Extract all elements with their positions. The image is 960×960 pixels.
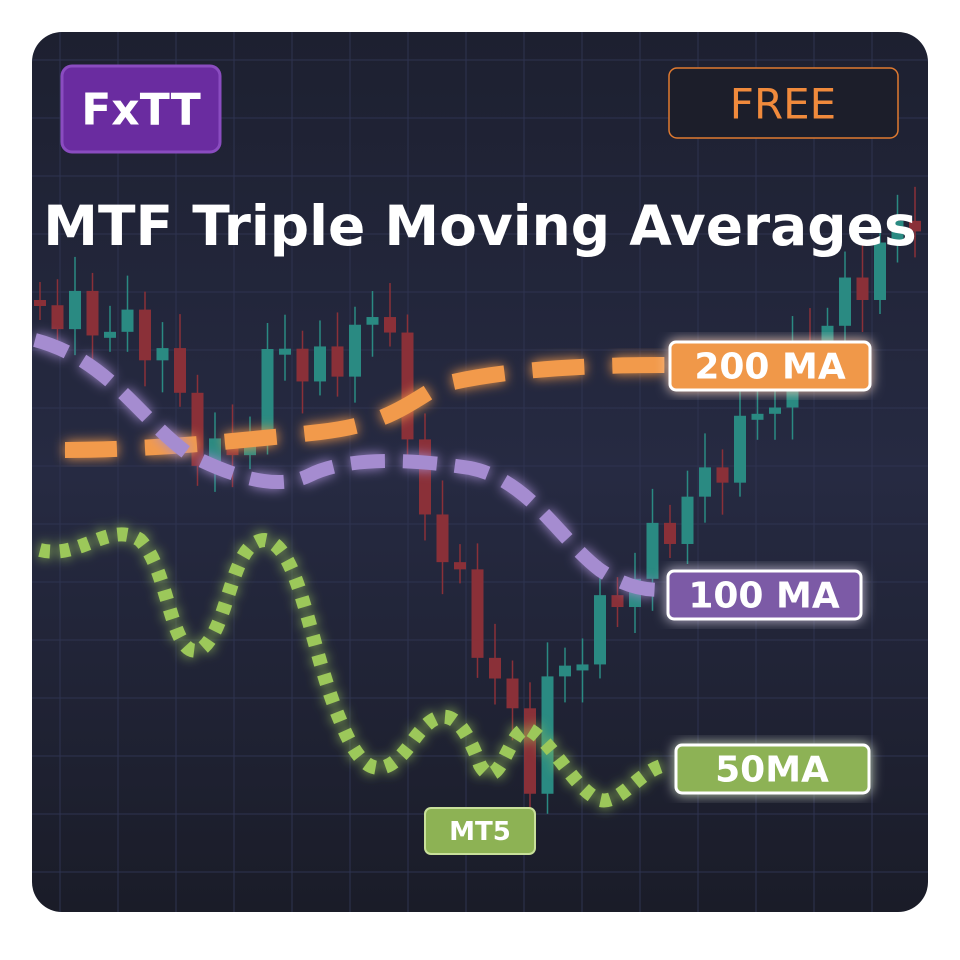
candle-body xyxy=(524,708,536,794)
candle-body xyxy=(34,300,46,306)
candle-body xyxy=(314,346,326,382)
candle-body xyxy=(139,309,151,361)
candle-body xyxy=(156,348,169,361)
candle-body xyxy=(856,277,869,300)
platform-box xyxy=(424,807,536,855)
ma-50-line xyxy=(38,527,668,808)
platform: MT5 xyxy=(449,817,511,847)
candle-body xyxy=(174,348,186,393)
candle-body xyxy=(191,392,204,466)
label-box xyxy=(668,340,872,392)
badge-box xyxy=(60,64,222,154)
label-box xyxy=(666,569,863,621)
ma-100-line xyxy=(33,333,666,597)
candle-body xyxy=(471,569,484,658)
ma-label: 200 MA xyxy=(694,347,846,388)
candle-body xyxy=(681,496,694,544)
candle-body xyxy=(366,317,379,325)
candle-body xyxy=(104,331,116,338)
candle-body xyxy=(716,467,729,483)
candle-body xyxy=(769,407,781,414)
label-box xyxy=(674,743,871,795)
candle-body xyxy=(611,595,624,608)
candle-body xyxy=(506,678,519,709)
candle-body xyxy=(489,657,501,679)
ma-label: 100 MA xyxy=(688,576,840,617)
candle-body xyxy=(436,514,449,563)
tag: FREE xyxy=(730,80,836,129)
candle-body xyxy=(891,220,904,243)
candle-body xyxy=(909,220,921,232)
candle-body xyxy=(751,413,764,420)
ma-label: 50MA xyxy=(715,750,829,791)
candle-body xyxy=(874,242,886,300)
badge: FxTT xyxy=(81,85,200,136)
candle-body xyxy=(349,324,361,377)
candle-body xyxy=(121,309,134,332)
candle-body xyxy=(401,332,414,440)
tag-box xyxy=(668,67,899,139)
candle-body xyxy=(419,439,431,515)
candle-body xyxy=(384,317,396,333)
candle-body xyxy=(51,305,64,330)
candle-body xyxy=(839,277,851,326)
candle-body xyxy=(734,415,746,483)
candle-body xyxy=(541,676,554,794)
candle-body xyxy=(559,665,571,677)
candle-body xyxy=(296,348,309,382)
title: MTF Triple Moving Averages xyxy=(43,194,916,258)
lines xyxy=(33,333,668,808)
candle-body xyxy=(331,346,344,377)
candle-body xyxy=(86,290,99,336)
candle-body xyxy=(699,467,711,497)
candle-body xyxy=(279,348,291,355)
candle-body xyxy=(454,562,466,570)
candle-body xyxy=(646,522,659,579)
candle-body xyxy=(261,349,274,435)
candle-body xyxy=(576,664,589,671)
candle-body xyxy=(664,522,676,544)
candle-body xyxy=(69,290,81,330)
candle-body xyxy=(594,595,606,665)
